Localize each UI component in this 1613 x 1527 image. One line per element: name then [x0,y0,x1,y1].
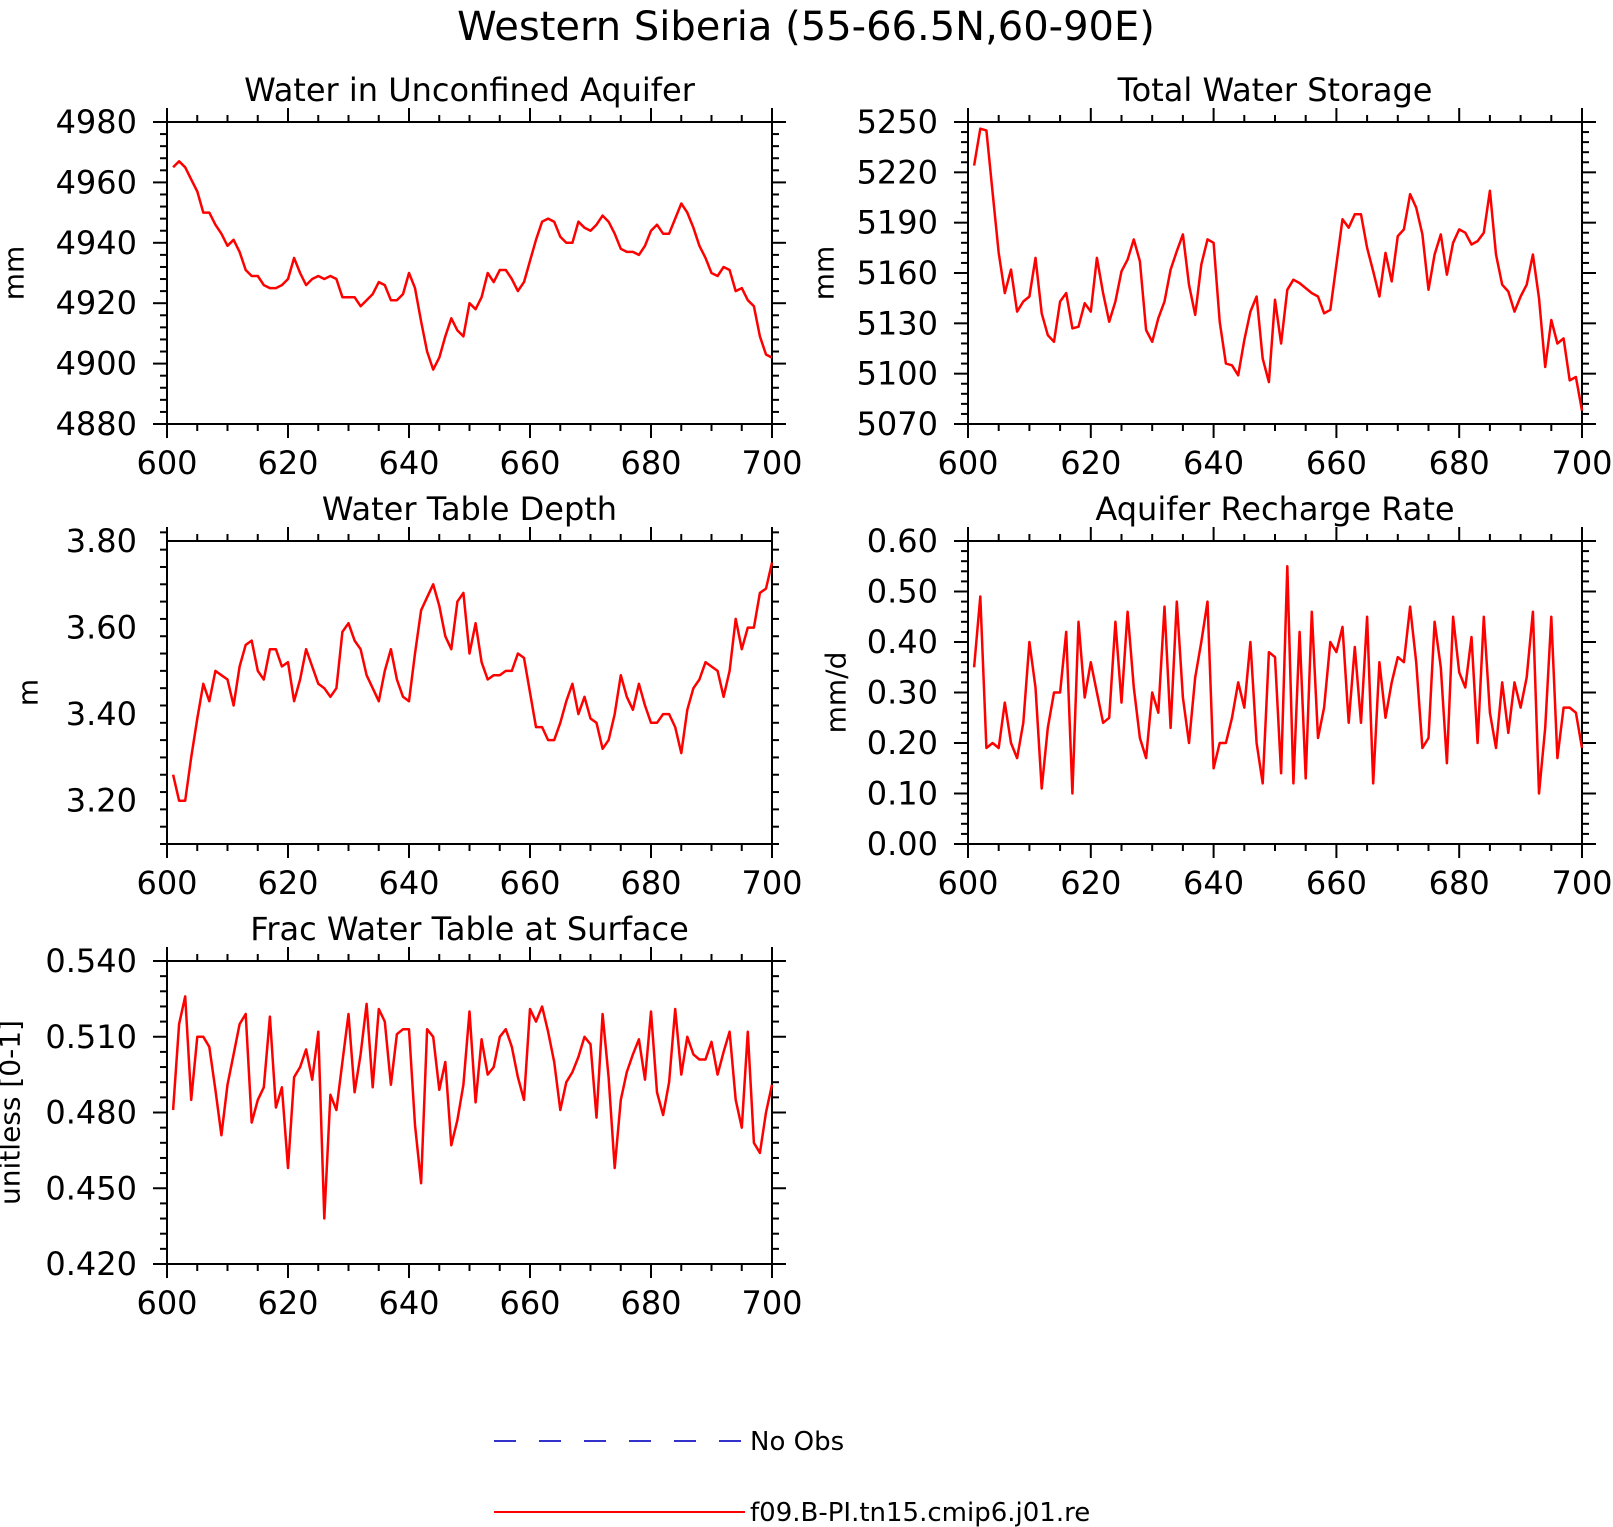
y-tick-label: 0.00 [867,825,938,863]
y-tick-label: 3.80 [66,522,137,560]
y-tick-label: 5250 [857,103,938,141]
y-tick-label: 5220 [857,153,938,191]
x-tick-label: 680 [1429,864,1490,902]
x-tick-label: 640 [378,444,439,482]
y-axis-label: unitless [0-1] [0,1020,27,1205]
y-tick-label: 0.30 [867,674,938,712]
x-tick-label: 700 [741,1284,802,1322]
x-tick-label: 660 [499,1284,560,1322]
y-tick-label: 3.40 [66,695,137,733]
x-tick-label: 660 [499,444,560,482]
y-tick-label: 0.480 [45,1094,137,1132]
y-tick-label: 0.50 [867,573,938,611]
x-tick-label: 700 [1551,444,1612,482]
plot-frame [967,121,1583,425]
x-tick-label: 660 [499,864,560,902]
y-tick-label: 4900 [56,345,137,383]
y-tick-label: 0.540 [45,942,137,980]
y-tick-label: 4980 [56,103,137,141]
y-axis-label: mm [808,246,841,301]
y-tick-label: 4940 [56,224,137,262]
x-tick-label: 660 [1306,444,1367,482]
y-tick-label: 0.10 [867,775,938,813]
chart-panel-3: Water Table Depth m 600 620 640 660 680 700 3.20… [12,490,803,902]
x-tick-label: 600 [937,864,998,902]
plot-frame [166,540,773,845]
legend-label-no-obs: No Obs [750,1427,844,1457]
x-tick-label: 640 [1183,444,1244,482]
x-tick-label: 620 [257,864,318,902]
y-tick-label: 4880 [56,405,137,443]
chart-title: Total Water Storage [1117,71,1433,109]
chart-panel-2: Total Water Storage mm 600 620 640 660 680 700 5… [808,71,1613,482]
chart-panel-1: Water in Unconfined Aquifer mm 600 620 640 66… [0,71,803,482]
series-line-1 [972,565,1584,795]
x-tick-label: 680 [620,444,681,482]
legend: No Obs f09.B-PI.tn15.cmip6.j01.re [494,1427,1090,1527]
x-tick-label: 680 [620,864,681,902]
chart-panels: Water in Unconfined Aquifer mm 600 620 640 66… [0,71,1613,1322]
x-tick-label: 640 [378,1284,439,1322]
y-axis-label: mm/d [820,652,853,734]
series-line-1 [171,995,774,1220]
figure-title: Western Siberia (55-66.5N,60-90E) [457,4,1155,50]
y-tick-label: 3.20 [66,782,137,820]
y-tick-label: 0.40 [867,623,938,661]
x-tick-label: 680 [620,1284,681,1322]
y-tick-label: 0.20 [867,724,938,762]
chart-panel-5: Frac Water Table at Surface unitless [0-1… [0,910,803,1322]
chart-title: Water Table Depth [322,490,617,528]
y-tick-label: 5190 [857,204,938,242]
y-tick-label: 5070 [857,405,938,443]
chart-title: Frac Water Table at Surface [250,910,689,948]
chart-panel-4: Aquifer Recharge Rate mm/d 600 620 640 660 680… [820,490,1613,902]
series-line-1 [972,127,1584,411]
x-tick-label: 600 [937,444,998,482]
series-line-1 [172,160,773,371]
y-axis-label: mm [0,246,31,301]
x-tick-label: 660 [1306,864,1367,902]
y-tick-label: 0.60 [867,522,938,560]
y-tick-label: 0.510 [45,1018,137,1056]
plot-frame [166,121,773,425]
x-tick-label: 620 [1060,444,1121,482]
x-tick-label: 620 [257,1284,318,1322]
x-tick-label: 620 [1060,864,1121,902]
x-tick-label: 600 [136,864,197,902]
x-tick-label: 600 [136,1284,197,1322]
y-tick-label: 5100 [857,355,938,393]
x-tick-label: 700 [1551,864,1612,902]
y-tick-label: 0.420 [45,1245,137,1283]
plot-frame [166,960,773,1265]
series-line-1 [171,562,774,802]
chart-title: Aquifer Recharge Rate [1095,490,1454,528]
x-tick-label: 680 [1429,444,1490,482]
x-tick-label: 620 [257,444,318,482]
x-tick-label: 640 [378,864,439,902]
legend-label-model: f09.B-PI.tn15.cmip6.j01.re [750,1498,1090,1527]
x-tick-label: 700 [741,864,802,902]
y-tick-label: 5160 [857,254,938,292]
x-tick-label: 700 [741,444,802,482]
y-axis-label: m [12,679,45,706]
y-tick-label: 3.60 [66,609,137,647]
y-tick-label: 5130 [857,304,938,342]
y-tick-label: 4960 [56,163,137,201]
chart-title: Water in Unconfined Aquifer [244,71,696,109]
y-tick-label: 0.450 [45,1169,137,1207]
y-tick-label: 4920 [56,284,137,322]
x-tick-label: 600 [136,444,197,482]
x-tick-label: 640 [1183,864,1244,902]
